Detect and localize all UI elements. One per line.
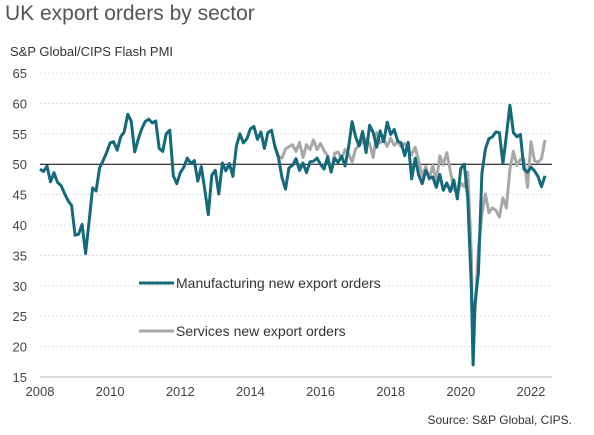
y-tick-label: 65 bbox=[13, 66, 27, 81]
x-tick-label: 2020 bbox=[446, 384, 475, 399]
y-tick-label: 20 bbox=[13, 340, 27, 355]
y-tick-label: 15 bbox=[13, 370, 27, 385]
y-tick-label: 50 bbox=[13, 157, 27, 172]
chart-title: UK export orders by sector bbox=[5, 2, 255, 25]
x-tick-label: 2022 bbox=[516, 384, 545, 399]
x-tick-label: 2012 bbox=[166, 384, 195, 399]
y-tick-label: 60 bbox=[13, 96, 27, 111]
series-lines bbox=[39, 103, 547, 367]
y-tick-label: 55 bbox=[13, 127, 27, 142]
y-axis-ticks: 65 60 55 50 45 40 35 30 25 20 15 bbox=[13, 66, 27, 385]
legend-label-services: Services new export orders bbox=[176, 323, 346, 339]
y-tick-label: 30 bbox=[13, 279, 27, 294]
chart-subtitle: S&P Global/CIPS Flash PMI bbox=[10, 44, 174, 59]
series-line-services bbox=[273, 131, 547, 367]
series-line-manufacturing bbox=[39, 103, 547, 367]
x-axis-ticks: 2008 2010 2012 2014 2016 2018 2020 2022 bbox=[26, 384, 546, 399]
x-tick-label: 2016 bbox=[306, 384, 335, 399]
x-tick-label: 2010 bbox=[96, 384, 125, 399]
source-note: Source: S&P Global, CIPS. bbox=[427, 413, 572, 427]
x-tick-label: 2018 bbox=[376, 384, 405, 399]
y-tick-label: 40 bbox=[13, 218, 27, 233]
x-tick-label: 2014 bbox=[236, 384, 265, 399]
y-tick-label: 25 bbox=[13, 309, 27, 324]
x-tick-label: 2008 bbox=[26, 384, 55, 399]
y-tick-label: 45 bbox=[13, 188, 27, 203]
y-tick-label: 35 bbox=[13, 248, 27, 263]
legend: Manufacturing new export orders Services… bbox=[139, 275, 381, 339]
legend-label-manufacturing: Manufacturing new export orders bbox=[176, 275, 381, 291]
